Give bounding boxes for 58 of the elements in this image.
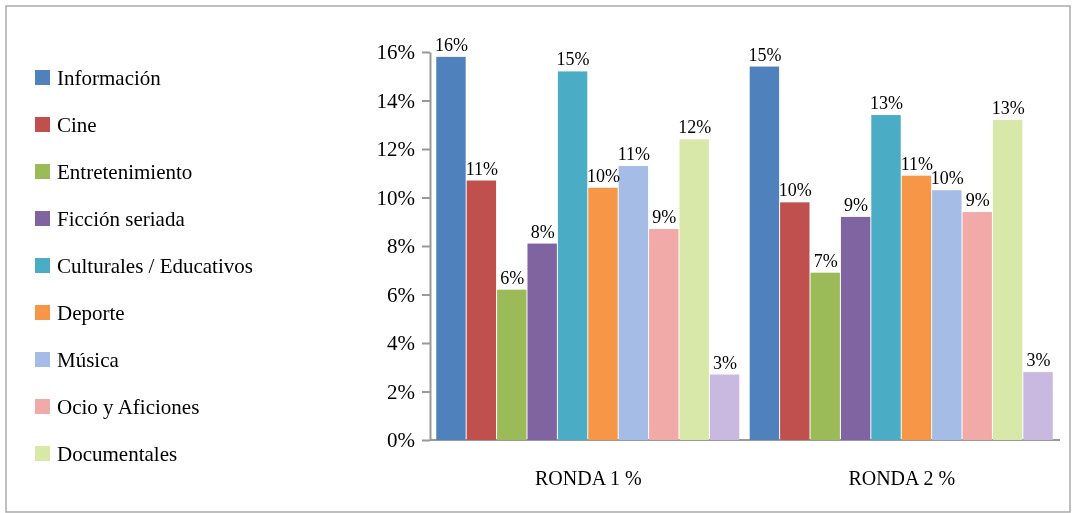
data-label: 11% bbox=[617, 143, 651, 164]
data-label: 3% bbox=[1026, 350, 1051, 371]
data-label: 9% bbox=[652, 207, 677, 228]
bar bbox=[497, 289, 527, 440]
y-tick-label: 10% bbox=[376, 185, 415, 210]
x-tick-label: RONDA 1 % bbox=[534, 467, 642, 490]
bar bbox=[436, 56, 466, 440]
legend-label: Ocio y Aficiones bbox=[57, 395, 200, 419]
legend-label: Cine bbox=[57, 113, 97, 137]
data-label: 12% bbox=[678, 117, 712, 138]
legend-label: Culturales / Educativos bbox=[57, 254, 253, 278]
y-tick-label: 2% bbox=[387, 379, 415, 404]
y-tick-label: 12% bbox=[376, 137, 415, 162]
bar bbox=[618, 165, 649, 440]
data-label: 10% bbox=[586, 165, 620, 186]
bar bbox=[466, 180, 497, 440]
legend-label: Ficción seriada bbox=[57, 207, 186, 231]
bar bbox=[679, 139, 709, 440]
data-label: 13% bbox=[991, 97, 1025, 118]
bar bbox=[749, 66, 780, 440]
bar bbox=[810, 272, 840, 440]
y-tick-label: 16% bbox=[376, 40, 415, 65]
y-tick-label: 8% bbox=[387, 234, 415, 259]
bar bbox=[527, 243, 557, 440]
data-label: 13% bbox=[870, 93, 904, 114]
bar bbox=[992, 119, 1023, 440]
data-label: 3% bbox=[713, 352, 738, 373]
y-tick-label: 14% bbox=[376, 88, 415, 113]
data-label: 15% bbox=[748, 44, 782, 65]
legend-label: Entretenimiento bbox=[57, 160, 193, 184]
bar bbox=[649, 229, 679, 440]
bar bbox=[962, 212, 992, 440]
data-label: 15% bbox=[556, 49, 590, 70]
data-label: 8% bbox=[530, 221, 555, 242]
bar bbox=[557, 71, 588, 440]
bar bbox=[901, 175, 932, 440]
x-tick-label: RONDA 2 % bbox=[848, 467, 956, 490]
legend-label: Información bbox=[57, 66, 162, 90]
data-label: 11% bbox=[465, 158, 499, 179]
y-tick-label: 4% bbox=[387, 331, 415, 356]
data-label: 16% bbox=[434, 34, 468, 55]
bar bbox=[1023, 372, 1053, 440]
bar bbox=[871, 115, 901, 440]
data-label: 7% bbox=[813, 250, 838, 271]
data-label: 10% bbox=[778, 180, 812, 201]
legend-label: Deporte bbox=[57, 301, 125, 325]
bar bbox=[840, 216, 871, 440]
bar bbox=[780, 202, 810, 440]
bar bbox=[588, 187, 618, 440]
data-label: 9% bbox=[965, 190, 990, 211]
bar bbox=[932, 190, 962, 440]
y-tick-label: 6% bbox=[387, 282, 415, 307]
legend-label: Documentales bbox=[57, 442, 178, 466]
bar bbox=[709, 374, 740, 440]
legend-label: Música bbox=[57, 348, 120, 372]
y-tick-label: 0% bbox=[387, 428, 415, 453]
data-label: 9% bbox=[844, 194, 869, 215]
data-label: 6% bbox=[500, 267, 525, 288]
